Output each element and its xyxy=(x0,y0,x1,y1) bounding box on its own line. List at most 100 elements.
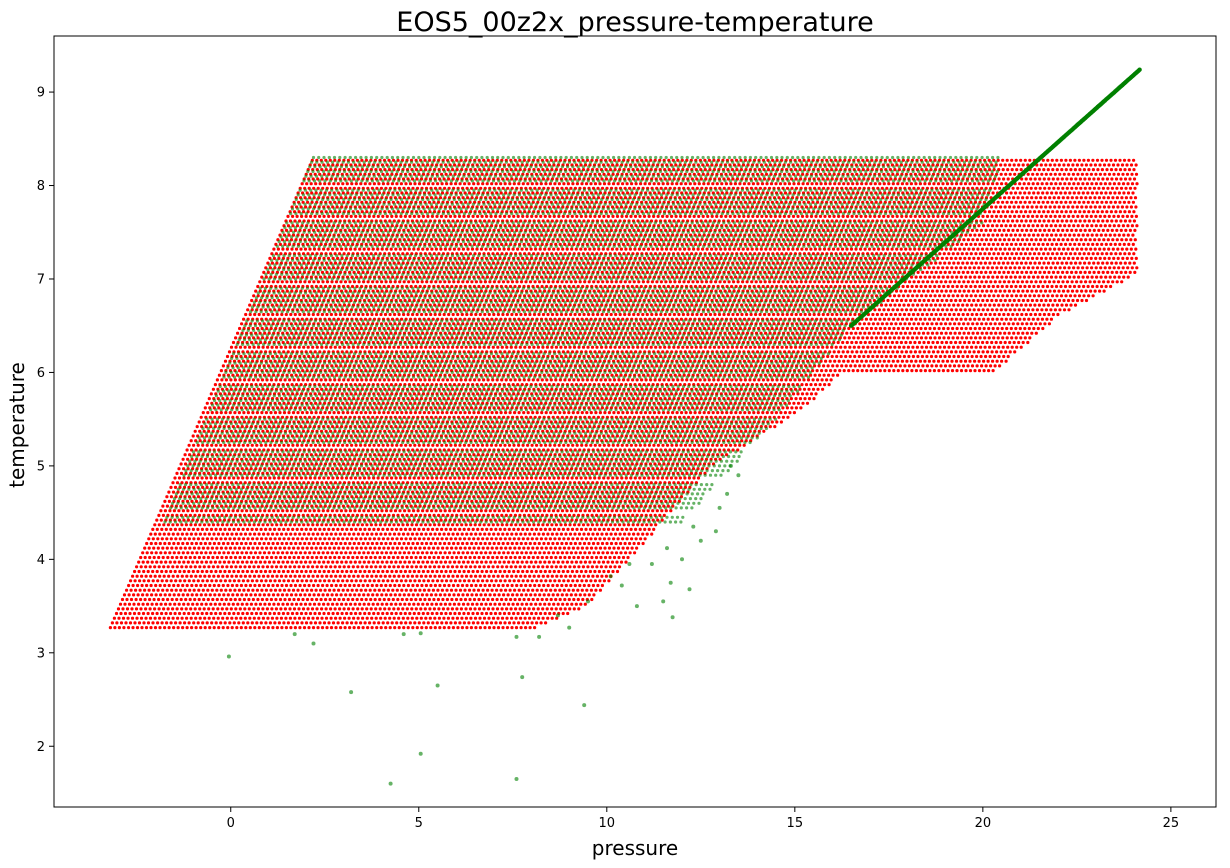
data-point xyxy=(328,547,331,550)
data-point xyxy=(639,444,642,447)
data-point xyxy=(277,570,280,573)
data-point xyxy=(195,551,198,554)
data-point xyxy=(648,528,651,531)
data-point xyxy=(171,598,174,601)
data-point xyxy=(485,476,488,479)
data-point xyxy=(340,551,343,554)
data-point xyxy=(569,584,572,587)
data-point xyxy=(163,584,166,587)
data-point xyxy=(622,556,625,559)
data-point xyxy=(471,551,474,554)
data-point xyxy=(345,476,348,479)
data-point xyxy=(535,579,538,582)
data-point xyxy=(163,500,166,503)
data-point xyxy=(230,617,233,620)
data-point xyxy=(297,598,300,601)
data-point xyxy=(274,537,277,540)
data-point xyxy=(158,617,161,620)
data-point xyxy=(228,444,231,447)
data-point xyxy=(146,551,149,554)
data-point xyxy=(483,565,486,568)
data-point xyxy=(481,570,484,573)
data-point xyxy=(408,561,411,564)
data-point xyxy=(236,551,239,554)
data-point xyxy=(567,547,570,550)
data-point xyxy=(205,570,208,573)
data-point xyxy=(363,570,366,573)
data-point xyxy=(553,579,556,582)
data-point xyxy=(585,579,588,582)
data-point xyxy=(347,598,350,601)
data-point xyxy=(349,593,352,596)
data-point xyxy=(565,542,568,545)
data-point xyxy=(423,556,426,559)
data-point xyxy=(467,528,470,531)
data-point xyxy=(588,593,591,596)
data-point xyxy=(493,593,496,596)
data-point xyxy=(467,444,470,447)
data-point xyxy=(226,626,229,629)
data-point xyxy=(698,444,701,447)
data-point xyxy=(181,617,184,620)
data-point xyxy=(583,542,586,545)
data-point xyxy=(314,537,317,540)
data-point xyxy=(472,444,475,447)
data-point xyxy=(593,561,596,564)
data-point xyxy=(271,626,274,629)
data-point xyxy=(320,598,323,601)
data-point xyxy=(143,547,146,550)
data-point xyxy=(541,565,544,568)
data-point xyxy=(420,617,423,620)
data-point xyxy=(534,593,537,596)
data-point xyxy=(488,626,491,629)
data-point xyxy=(421,561,424,564)
data-point xyxy=(455,556,458,559)
data-point xyxy=(158,523,161,526)
data-point xyxy=(558,444,561,447)
data-point xyxy=(334,626,337,629)
points-layer xyxy=(109,68,1142,786)
data-point xyxy=(262,617,265,620)
data-point xyxy=(449,579,452,582)
data-point xyxy=(526,612,529,615)
data-point xyxy=(427,547,430,550)
data-point xyxy=(732,448,735,451)
data-point xyxy=(392,598,395,601)
data-point xyxy=(487,523,490,526)
data-point xyxy=(441,598,444,601)
data-point xyxy=(205,603,208,606)
data-point xyxy=(483,617,486,620)
data-point xyxy=(608,547,611,550)
data-point xyxy=(170,547,173,550)
data-point xyxy=(449,528,452,531)
data-point xyxy=(389,551,392,554)
data-point xyxy=(209,561,212,564)
data-point xyxy=(576,547,579,550)
data-point xyxy=(421,509,424,512)
data-point xyxy=(345,612,348,615)
data-point xyxy=(474,584,477,587)
data-point xyxy=(228,621,231,624)
data-point xyxy=(262,575,265,578)
data-point xyxy=(497,584,500,587)
data-point xyxy=(361,575,364,578)
data-point xyxy=(309,528,312,531)
data-point xyxy=(214,476,217,479)
data-point xyxy=(245,603,248,606)
data-point xyxy=(395,444,398,447)
data-point xyxy=(224,444,227,447)
data-point xyxy=(598,537,601,540)
data-point xyxy=(243,565,246,568)
data-point xyxy=(407,584,410,587)
data-point xyxy=(518,547,521,550)
data-point xyxy=(559,565,562,568)
data-point xyxy=(289,617,292,620)
data-point xyxy=(555,533,558,536)
data-point xyxy=(277,476,280,479)
data-point xyxy=(424,617,427,620)
data-point xyxy=(510,575,513,578)
data-point xyxy=(617,547,620,550)
data-point xyxy=(250,561,253,564)
data-point xyxy=(492,626,495,629)
data-point xyxy=(413,476,416,479)
